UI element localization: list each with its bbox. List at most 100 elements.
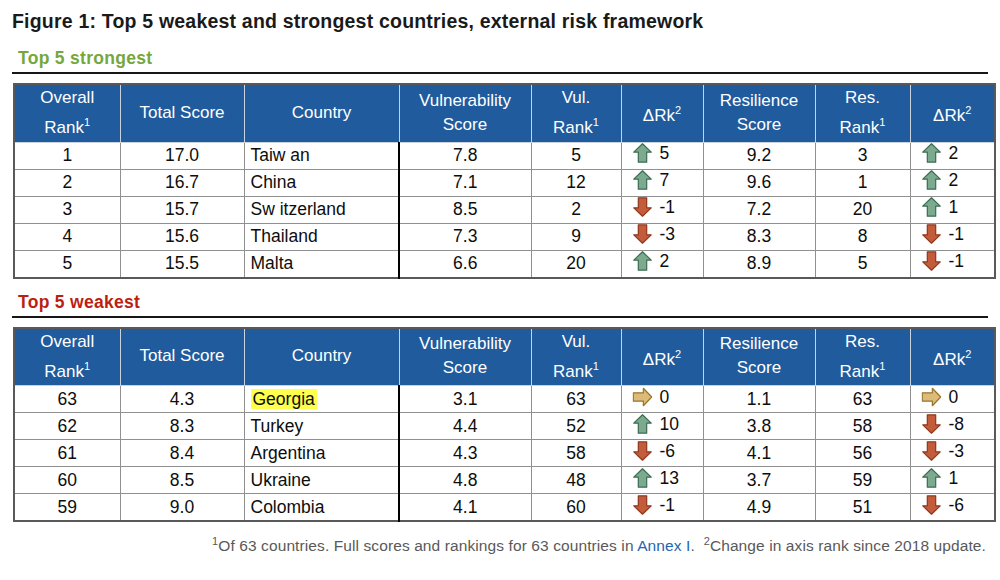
table-row: 515.5Malta6.62028.95-1 [14,250,995,278]
res-score-cell: 3.7 [703,467,815,494]
up-arrow-icon [633,143,652,163]
overall-rank-cell: 60 [14,467,120,494]
res-score-cell: 1.1 [703,386,815,413]
rank-change-value: 7 [660,170,670,191]
up-arrow-icon [633,170,652,190]
total-score-cell: 8.5 [120,467,244,494]
footnote: 1Of 63 countries. Full scores and rankin… [12,535,988,555]
rank-change-value: -6 [660,441,676,462]
total-score-cell: 9.0 [120,494,244,522]
column-header: Country [244,84,399,142]
rank-change-value: -1 [949,251,965,272]
table-row: 634.3Georgia3.16301.1630 [14,386,995,413]
table-row: 117.0Taiw an7.8559.232 [14,142,995,169]
vul-score-cell: 7.3 [399,223,531,250]
divider-line [12,72,988,74]
column-header: ΔRk2 [910,328,995,386]
res-score-cell: 4.9 [703,494,815,522]
header-superscript: 1 [84,360,90,372]
column-header: ΔRk2 [621,328,703,386]
down-arrow-icon [633,441,652,461]
column-header: ResilienceScore [703,328,815,386]
header-superscript: 1 [879,116,885,128]
column-header: OverallRank1 [14,328,120,386]
footnote-text-2: . [690,537,703,554]
column-header: ResilienceScore [703,84,815,142]
weakest-table: OverallRank1Total ScoreCountryVulnerabil… [13,327,996,523]
table-row: 599.0Colombia4.160-14.951-6 [14,494,995,522]
rank-change-value: 0 [949,387,959,408]
down-arrow-icon [922,251,941,271]
rank-change-cell: 7 [621,169,703,196]
overall-rank-cell: 5 [14,250,120,278]
rank-change-cell: -1 [910,223,995,250]
header-row: OverallRank1Total ScoreCountryVulnerabil… [14,328,995,386]
divider-line [12,316,988,318]
rank-change-cell: 13 [621,467,703,494]
table-row: 315.7Sw itzerland8.52-17.2201 [14,196,995,223]
down-arrow-icon [922,441,941,461]
overall-rank-cell: 2 [14,169,120,196]
total-score-cell: 4.3 [120,386,244,413]
res-score-cell: 7.2 [703,196,815,223]
figure-title: Figure 1: Top 5 weakest and strongest co… [12,10,988,33]
country-cell: Taiw an [244,142,399,169]
rank-change-cell: 0 [910,386,995,413]
table-row: 415.6Thailand7.39-38.38-1 [14,223,995,250]
res-rank-cell: 58 [815,413,910,440]
vul-rank-cell: 52 [531,413,621,440]
vul-rank-cell: 12 [531,169,621,196]
section-label-weakest: Top 5 weakest [18,292,988,313]
strongest-table: OverallRank1Total ScoreCountryVulnerabil… [13,83,996,279]
header-row: OverallRank1Total ScoreCountryVulnerabil… [14,84,995,142]
overall-rank-cell: 63 [14,386,120,413]
vul-score-cell: 7.1 [399,169,531,196]
overall-rank-cell: 3 [14,196,120,223]
rank-change-value: 2 [949,170,959,191]
rank-change-cell: -3 [910,440,995,467]
rank-change-value: -8 [949,414,965,435]
header-superscript: 1 [593,360,599,372]
table-row: 608.5Ukraine4.848133.7591 [14,467,995,494]
rank-change-value: -1 [949,224,965,245]
overall-rank-cell: 61 [14,440,120,467]
res-score-cell: 8.9 [703,250,815,278]
vul-score-cell: 4.8 [399,467,531,494]
header-superscript: 1 [84,116,90,128]
vul-score-cell: 8.5 [399,196,531,223]
table-row: 628.3Turkey4.452103.858-8 [14,413,995,440]
rank-change-value: 2 [660,251,670,272]
overall-rank-cell: 1 [14,142,120,169]
rank-change-cell: 2 [910,142,995,169]
rank-change-value: 5 [660,143,670,164]
column-header: OverallRank1 [14,84,120,142]
column-header: Country [244,328,399,386]
up-arrow-icon [922,197,941,217]
rank-change-value: -3 [949,441,965,462]
rank-change-cell: 5 [621,142,703,169]
res-score-cell: 3.8 [703,413,815,440]
res-rank-cell: 3 [815,142,910,169]
res-score-cell: 4.1 [703,440,815,467]
right-arrow-icon [632,388,652,407]
rank-change-value: 0 [660,387,670,408]
rank-change-value: -1 [660,495,676,516]
res-rank-cell: 51 [815,494,910,522]
total-score-cell: 8.4 [120,440,244,467]
vul-rank-cell: 20 [531,250,621,278]
vul-rank-cell: 63 [531,386,621,413]
rank-change-cell: -3 [621,223,703,250]
column-header: Res.Rank1 [815,328,910,386]
vul-score-cell: 4.1 [399,494,531,522]
vul-score-cell: 7.8 [399,142,531,169]
rank-change-value: -1 [660,197,676,218]
rank-change-cell: 2 [621,250,703,278]
vul-rank-cell: 58 [531,440,621,467]
annex-link[interactable]: Annex I [637,537,690,554]
overall-rank-cell: 4 [14,223,120,250]
vul-rank-cell: 2 [531,196,621,223]
column-header: VulnerabilityScore [399,328,531,386]
vul-rank-cell: 9 [531,223,621,250]
country-cell: Thailand [244,223,399,250]
up-arrow-icon [922,468,941,488]
